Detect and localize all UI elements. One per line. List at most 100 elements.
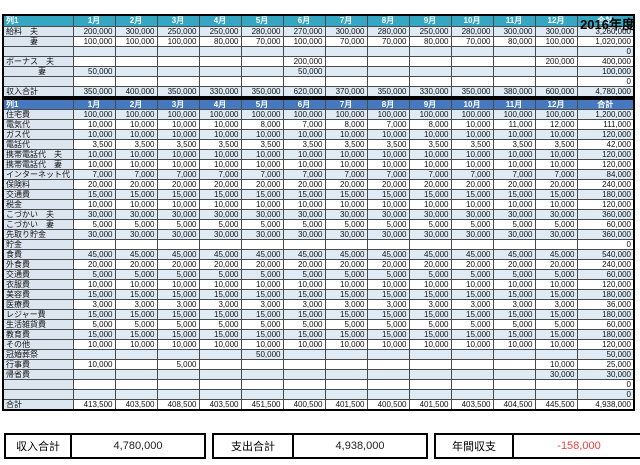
- month-value-cell[interactable]: 7,000: [534, 169, 578, 180]
- column-header[interactable]: 合計: [576, 98, 635, 110]
- month-value-cell[interactable]: 3,500: [408, 139, 452, 150]
- row-total-cell[interactable]: 120,000: [576, 159, 635, 170]
- column-header[interactable]: 10月: [450, 98, 494, 110]
- month-value-cell[interactable]: 30,000: [72, 229, 116, 240]
- row-label[interactable]: 行事費: [2, 359, 74, 370]
- month-value-cell[interactable]: 280,000: [366, 25, 410, 37]
- month-value-cell[interactable]: 15,000: [408, 189, 452, 200]
- month-value-cell[interactable]: [366, 359, 410, 370]
- month-value-cell[interactable]: 5,000: [156, 219, 200, 230]
- month-value-cell[interactable]: [240, 75, 284, 87]
- month-value-cell[interactable]: [198, 239, 242, 250]
- month-value-cell[interactable]: 10,000: [240, 159, 284, 170]
- month-value-cell[interactable]: [114, 65, 158, 77]
- month-value-cell[interactable]: 10,000: [408, 129, 452, 140]
- month-value-cell[interactable]: [492, 45, 536, 57]
- month-value-cell[interactable]: 20,000: [324, 179, 368, 190]
- row-label[interactable]: その他: [2, 339, 74, 350]
- month-value-cell[interactable]: 20,000: [282, 179, 326, 190]
- month-value-cell[interactable]: 20,000: [198, 259, 242, 270]
- month-value-cell[interactable]: 45,000: [534, 249, 578, 260]
- month-value-cell[interactable]: 10,000: [156, 119, 200, 130]
- month-value-cell[interactable]: 15,000: [72, 289, 116, 300]
- month-value-cell[interactable]: [408, 359, 452, 370]
- month-value-cell[interactable]: 401,500: [408, 399, 452, 411]
- month-value-cell[interactable]: 15,000: [240, 329, 284, 340]
- row-total-cell[interactable]: 4,938,000: [576, 399, 635, 411]
- month-value-cell[interactable]: [240, 359, 284, 370]
- month-value-cell[interactable]: 15,000: [366, 189, 410, 200]
- month-value-cell[interactable]: [492, 75, 536, 87]
- row-label[interactable]: 生活雑貨費: [2, 319, 74, 330]
- month-value-cell[interactable]: 10,000: [282, 339, 326, 350]
- month-value-cell[interactable]: [114, 45, 158, 57]
- row-label[interactable]: [2, 379, 74, 390]
- month-value-cell[interactable]: [366, 379, 410, 390]
- month-value-cell[interactable]: 10,000: [534, 359, 578, 370]
- column-header[interactable]: 4月: [198, 14, 242, 27]
- month-value-cell[interactable]: 10,000: [366, 149, 410, 160]
- row-label[interactable]: 外食費: [2, 259, 74, 270]
- month-value-cell[interactable]: [408, 55, 452, 67]
- month-value-cell[interactable]: 45,000: [408, 249, 452, 260]
- month-value-cell[interactable]: 3,500: [492, 139, 536, 150]
- month-value-cell[interactable]: 10,000: [114, 149, 158, 160]
- month-value-cell[interactable]: 8,000: [324, 119, 368, 130]
- month-value-cell[interactable]: [324, 389, 368, 400]
- month-value-cell[interactable]: [114, 389, 158, 400]
- month-value-cell[interactable]: 5,000: [72, 319, 116, 330]
- month-value-cell[interactable]: 10,000: [156, 339, 200, 350]
- month-value-cell[interactable]: [534, 65, 578, 77]
- row-label[interactable]: [2, 45, 74, 57]
- month-value-cell[interactable]: 45,000: [156, 249, 200, 260]
- month-value-cell[interactable]: 15,000: [114, 189, 158, 200]
- month-value-cell[interactable]: 15,000: [72, 189, 116, 200]
- month-value-cell[interactable]: [324, 55, 368, 67]
- month-value-cell[interactable]: [324, 65, 368, 77]
- month-value-cell[interactable]: 5,000: [450, 269, 494, 280]
- month-value-cell[interactable]: 15,000: [324, 289, 368, 300]
- row-label[interactable]: こづかい 夫: [2, 209, 74, 220]
- month-value-cell[interactable]: 70,000: [240, 35, 284, 47]
- month-value-cell[interactable]: 250,000: [408, 25, 452, 37]
- month-value-cell[interactable]: 400,000: [114, 85, 158, 97]
- month-value-cell[interactable]: 100,000: [114, 35, 158, 47]
- month-value-cell[interactable]: 5,000: [282, 269, 326, 280]
- month-value-cell[interactable]: [156, 65, 200, 77]
- month-value-cell[interactable]: 5,000: [198, 269, 242, 280]
- month-value-cell[interactable]: 5,000: [408, 269, 452, 280]
- month-value-cell[interactable]: 200,000: [534, 55, 578, 67]
- month-value-cell[interactable]: 15,000: [492, 189, 536, 200]
- month-value-cell[interactable]: 10,000: [198, 199, 242, 210]
- month-value-cell[interactable]: 45,000: [324, 249, 368, 260]
- row-total-cell[interactable]: 240,000: [576, 179, 635, 190]
- month-value-cell[interactable]: 5,000: [324, 319, 368, 330]
- month-value-cell[interactable]: 10,000: [282, 129, 326, 140]
- month-value-cell[interactable]: 3,000: [282, 299, 326, 310]
- column-header[interactable]: 3月: [156, 14, 200, 27]
- column-header[interactable]: 7月: [324, 14, 368, 27]
- month-value-cell[interactable]: 5,000: [408, 219, 452, 230]
- month-value-cell[interactable]: 380,000: [492, 85, 536, 97]
- month-value-cell[interactable]: 5,000: [492, 269, 536, 280]
- month-value-cell[interactable]: 300,000: [324, 25, 368, 37]
- month-value-cell[interactable]: 30,000: [408, 229, 452, 240]
- column-header[interactable]: 2月: [114, 14, 158, 27]
- row-total-cell[interactable]: 240,000: [576, 259, 635, 270]
- month-value-cell[interactable]: 15,000: [156, 289, 200, 300]
- month-value-cell[interactable]: 10,000: [114, 339, 158, 350]
- month-value-cell[interactable]: 400,500: [282, 399, 326, 411]
- row-total-cell[interactable]: 120,000: [576, 279, 635, 290]
- month-value-cell[interactable]: 10,000: [240, 279, 284, 290]
- month-value-cell[interactable]: 400,500: [366, 399, 410, 411]
- month-value-cell[interactable]: [534, 379, 578, 390]
- row-total-cell[interactable]: 84,000: [576, 169, 635, 180]
- month-value-cell[interactable]: [450, 359, 494, 370]
- month-value-cell[interactable]: 300,000: [114, 25, 158, 37]
- month-value-cell[interactable]: 10,000: [450, 199, 494, 210]
- month-value-cell[interactable]: 20,000: [282, 259, 326, 270]
- month-value-cell[interactable]: 250,000: [198, 25, 242, 37]
- column-header[interactable]: 11月: [492, 14, 536, 27]
- row-total-cell[interactable]: 120,000: [576, 199, 635, 210]
- month-value-cell[interactable]: 20,000: [366, 259, 410, 270]
